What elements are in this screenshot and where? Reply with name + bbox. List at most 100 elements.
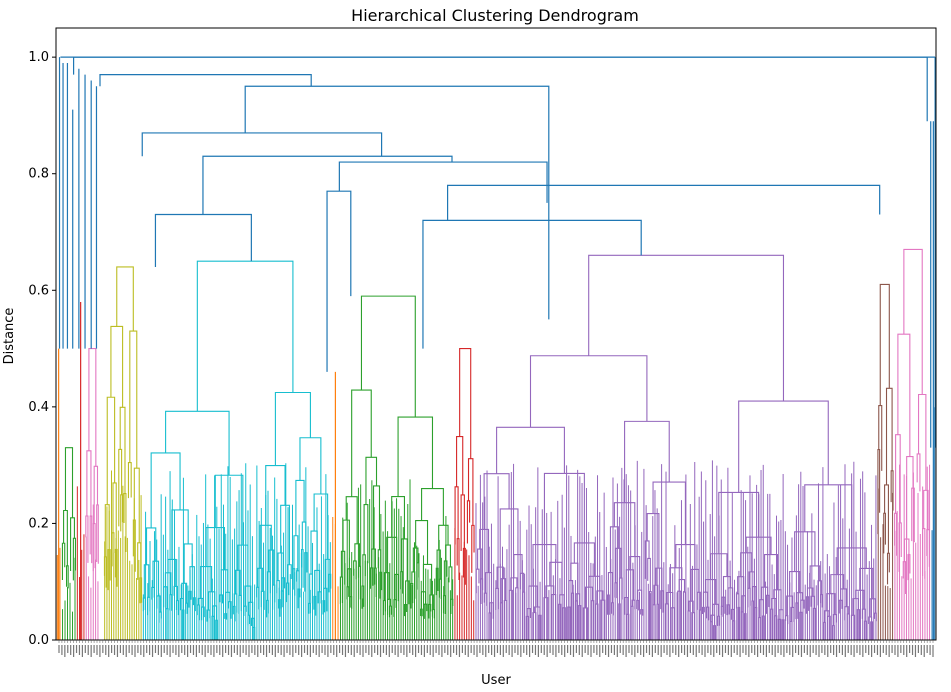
leaf-label — [236, 645, 238, 655]
leaf-label — [789, 645, 791, 655]
leaf-label — [476, 645, 478, 657]
cluster-link — [800, 599, 805, 613]
cluster-link — [120, 494, 124, 532]
leaf-label — [578, 645, 580, 655]
leaf-label — [61, 645, 63, 655]
leaf-label — [651, 645, 653, 657]
leaf-label — [283, 645, 285, 657]
cluster-link — [63, 509, 68, 566]
cluster-link — [119, 406, 126, 494]
leaf-label — [765, 645, 767, 657]
cluster-link — [88, 348, 97, 467]
leaf-label — [312, 645, 314, 653]
cluster-link — [123, 493, 127, 553]
leaf-label — [590, 645, 592, 657]
leaf-label — [306, 645, 309, 655]
upper-link — [202, 155, 453, 215]
cluster-link — [726, 604, 730, 616]
cluster-link — [300, 549, 304, 588]
leaf-label — [645, 645, 648, 653]
leaf-label — [187, 645, 189, 657]
cluster-link — [265, 464, 286, 526]
cluster-link — [386, 598, 392, 615]
leaf-label — [368, 645, 370, 655]
leaf-label — [660, 645, 662, 657]
cluster-link — [831, 625, 835, 640]
cluster-link — [397, 416, 434, 497]
leaf-label — [178, 645, 180, 657]
cluster-link — [823, 610, 830, 623]
leaf-label — [339, 645, 341, 653]
leaf-label — [672, 645, 674, 653]
leaf-label — [751, 645, 753, 653]
leaf-label — [432, 645, 434, 657]
cluster-link — [574, 600, 578, 640]
leaf-label — [926, 645, 928, 653]
leaf-label — [914, 645, 917, 657]
cluster-link — [401, 538, 408, 581]
leaf-label — [485, 645, 487, 657]
cluster-link — [664, 603, 669, 640]
leaf-label — [225, 645, 227, 653]
cluster-link — [260, 590, 265, 610]
leaf-label — [64, 645, 66, 657]
leaf-label — [900, 645, 902, 653]
cluster-link — [292, 568, 296, 596]
leaf-label — [140, 645, 142, 655]
cluster-link — [559, 594, 565, 608]
leaf-label — [742, 645, 744, 653]
cluster-link — [778, 609, 784, 620]
leaf-label — [748, 645, 750, 657]
leaf-label — [643, 645, 645, 657]
leaf-label — [248, 645, 250, 657]
cluster-link — [777, 618, 781, 640]
leaf-label — [102, 645, 104, 653]
leaf-label — [873, 645, 876, 653]
leaf-label — [768, 645, 770, 653]
leaf-label — [298, 645, 300, 655]
leaf-label — [812, 645, 814, 653]
leaf-label — [99, 645, 101, 657]
cluster-link — [640, 609, 644, 616]
leaf-label — [906, 645, 908, 657]
cluster-link — [624, 420, 670, 503]
cluster-link — [590, 600, 595, 640]
leaf-label — [379, 645, 382, 657]
leaf-label — [461, 645, 463, 653]
leaf-label — [701, 645, 703, 655]
leaf-label — [695, 645, 697, 657]
cluster-link — [503, 599, 508, 640]
leaf-label — [596, 645, 598, 655]
cluster-link — [488, 612, 492, 640]
leaf-label — [327, 645, 329, 657]
leaf-label — [362, 645, 364, 657]
leaf-label — [637, 645, 639, 653]
leaf-label — [157, 645, 159, 655]
leaf-label — [227, 645, 230, 655]
leaf-label — [113, 645, 116, 655]
leaf-label — [260, 645, 262, 653]
cluster-link — [365, 456, 378, 505]
cluster-link — [374, 567, 377, 598]
cluster-link — [903, 248, 923, 395]
leaf-label — [885, 645, 887, 655]
leaf-label — [505, 645, 507, 653]
leaf-label — [929, 645, 931, 655]
cluster-link — [104, 504, 110, 557]
leaf-label — [724, 645, 727, 653]
leaf-label — [759, 645, 762, 653]
cluster-link — [339, 576, 343, 605]
leaf-label — [143, 645, 145, 657]
leaf-label — [683, 645, 686, 655]
cluster-link — [758, 616, 762, 640]
leaf-label — [757, 645, 759, 657]
leaf-label — [894, 645, 896, 655]
cluster-link — [738, 400, 829, 493]
leaf-label — [686, 645, 689, 657]
cluster-link — [299, 437, 322, 495]
leaf-label — [84, 645, 86, 653]
leaf-label — [780, 645, 782, 655]
leaf-label — [882, 645, 884, 653]
y-tick-label: 0.8 — [28, 167, 49, 182]
leaf-label — [271, 645, 273, 655]
